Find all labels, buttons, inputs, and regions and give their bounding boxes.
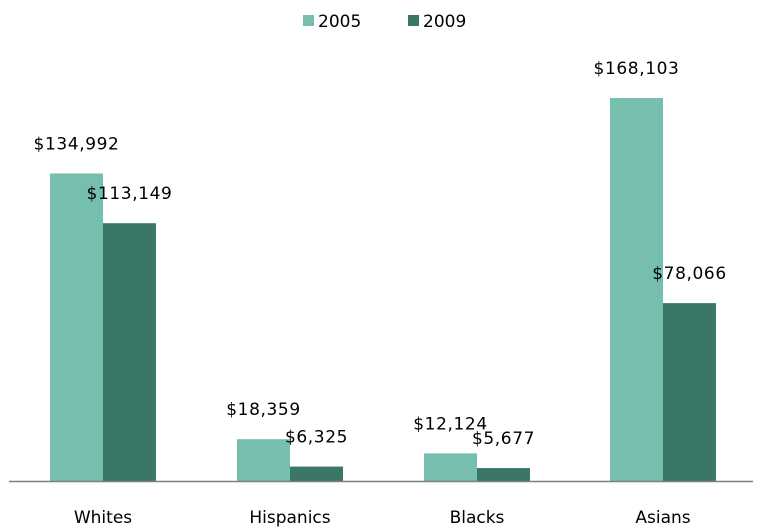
x-tick-label-whites: Whites [74, 508, 132, 528]
data-label-blacks-2005: $12,124 [413, 414, 488, 434]
data-label-blacks-2009: $5,677 [472, 429, 535, 449]
x-tick-label-blacks: Blacks [450, 508, 505, 528]
bar-blacks-2009 [477, 468, 530, 481]
data-label-hispanics-2005: $18,359 [226, 400, 301, 420]
x-tick-label-hispanics: Hispanics [249, 508, 330, 528]
data-label-asians-2005: $168,103 [594, 59, 680, 79]
bar-asians-2005 [610, 98, 663, 481]
data-label-asians-2009: $78,066 [652, 264, 727, 284]
bar-asians-2009 [663, 303, 716, 481]
bar-hispanics-2005 [237, 439, 290, 481]
legend-swatch-2009 [408, 15, 419, 26]
x-tick-label-asians: Asians [635, 508, 690, 528]
bar-hispanics-2009 [290, 466, 343, 481]
legend: 2005 2009 [303, 12, 466, 32]
legend-label-2009: 2009 [423, 12, 466, 32]
bar-whites-2005 [50, 173, 103, 481]
bars-layer [50, 98, 716, 482]
data-label-hispanics-2009: $6,325 [285, 428, 348, 448]
value-labels-layer: $134,992 $113,149 $18,359 $6,325 $12,124$5,6… [34, 59, 727, 449]
bar-blacks-2005 [424, 453, 477, 481]
bar-whites-2009 [103, 223, 156, 482]
data-label-whites-2009: $113,149 [87, 184, 173, 204]
data-label-whites-2005: $134,992 [34, 134, 120, 154]
x-tick-labels: Whites Hispanics Blacks Asians [74, 508, 691, 528]
legend-label-2005: 2005 [318, 12, 361, 32]
legend-swatch-2005 [303, 15, 314, 26]
